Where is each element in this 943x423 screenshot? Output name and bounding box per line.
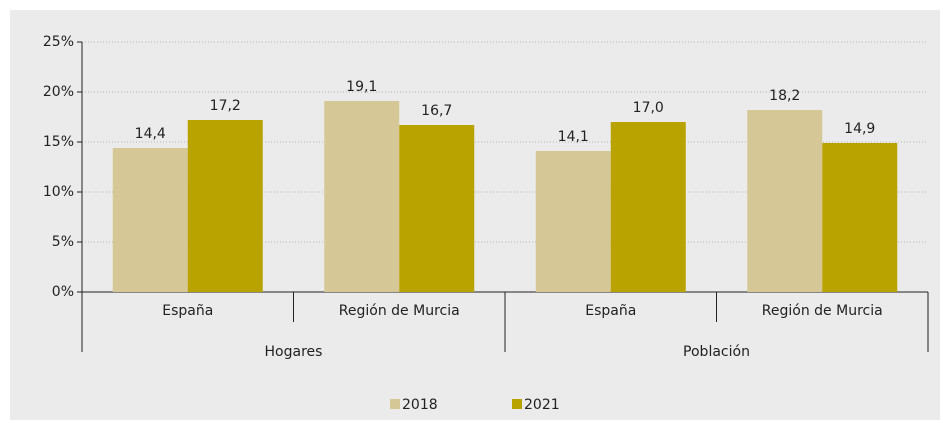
bar	[822, 143, 898, 292]
legend-swatch	[390, 399, 400, 409]
value-label: 18,2	[769, 88, 800, 104]
y-tick-label: 0%	[52, 284, 74, 300]
bar	[399, 125, 475, 292]
bar	[187, 120, 263, 292]
y-tick-label: 15%	[43, 134, 74, 150]
value-label: 19,1	[346, 79, 377, 95]
bar	[610, 122, 686, 292]
y-tick-label: 10%	[43, 184, 74, 200]
legend-label: 2018	[402, 397, 438, 413]
legend-swatch	[512, 399, 522, 409]
value-label: 14,9	[844, 121, 875, 137]
bar	[112, 148, 188, 292]
x-tick-label: Región de Murcia	[762, 303, 883, 319]
value-label: 14,4	[135, 126, 166, 142]
value-label: 14,1	[558, 129, 589, 145]
legend-label: 2021	[524, 397, 560, 413]
y-tick-label: 5%	[52, 234, 74, 250]
x-tick-label: España	[585, 303, 636, 319]
y-tick-label: 25%	[43, 34, 74, 50]
y-tick-label: 20%	[43, 84, 74, 100]
bar	[747, 110, 823, 292]
x-tick-label: Región de Murcia	[339, 303, 460, 319]
group-label: Hogares	[265, 344, 323, 360]
bar	[324, 101, 400, 292]
bar	[535, 151, 611, 292]
value-label: 17,0	[633, 100, 664, 116]
x-tick-label: España	[162, 303, 213, 319]
value-label: 16,7	[421, 103, 452, 119]
value-label: 17,2	[210, 98, 241, 114]
group-label: Población	[683, 344, 750, 360]
